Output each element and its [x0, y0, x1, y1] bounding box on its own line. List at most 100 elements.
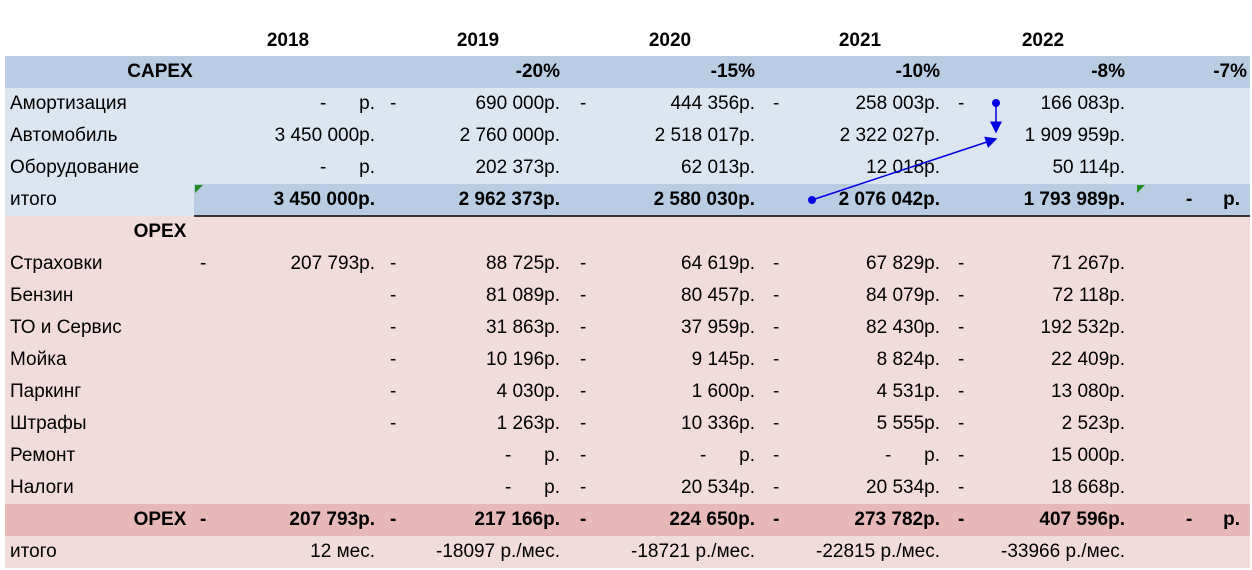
row-label: итого — [10, 541, 57, 562]
cell-value: 4 030р. — [497, 381, 560, 402]
cell-sign: - — [773, 349, 779, 370]
cell-value: 1 600р. — [692, 381, 755, 402]
monthly-row-bg — [5, 536, 1250, 568]
opex-rows-bg — [5, 216, 1250, 504]
capex-header-bg — [5, 56, 1250, 88]
cell-value: 1 909 959р. — [1025, 125, 1125, 146]
cell-sign: - — [580, 381, 586, 402]
year-header: 2019 — [457, 30, 499, 51]
row-label: Страховки — [10, 253, 102, 274]
cell-value: 207 793р. — [290, 253, 375, 274]
cell-value: 4 531р. — [877, 381, 940, 402]
capex-rows-bg — [5, 88, 1250, 184]
row-label: Оборудование — [10, 157, 139, 178]
year-header: 2021 — [839, 30, 882, 51]
row-label: итого — [10, 189, 57, 210]
cell-value: 80 457р. — [681, 285, 755, 306]
row-label: OPEX — [134, 221, 187, 242]
capex-total-bg — [194, 184, 1250, 216]
cell-dash: - — [505, 445, 511, 466]
cell-value: -10% — [896, 61, 940, 82]
cell-sign: - — [958, 381, 964, 402]
cell-sign: - — [958, 509, 964, 530]
cell-value: 15 000р. — [1051, 445, 1125, 466]
cell-dash: - — [885, 445, 891, 466]
cell-value: р. — [1223, 189, 1240, 210]
cell-value: 9 145р. — [692, 349, 755, 370]
cell-value: 166 083р. — [1040, 93, 1125, 114]
cell-sign: - — [580, 253, 586, 274]
row-backgrounds — [5, 56, 1250, 568]
cell-value: 62 013р. — [681, 157, 755, 178]
cell-value: -33966 р./мес. — [1001, 541, 1125, 562]
cell-sign: - — [1186, 509, 1192, 530]
cell-value: 64 619р. — [681, 253, 755, 274]
cell-value: 258 003р. — [855, 93, 940, 114]
cell-value: 81 089р. — [486, 285, 560, 306]
cells: 2018 2019 2020 2021 2022 CAPEX -20% -15% -10% -8%… — [10, 30, 1247, 562]
year-header: 2018 — [267, 30, 309, 51]
cell-sign: - — [773, 509, 779, 530]
row-label: Паркинг — [10, 381, 81, 402]
row-label: Автомобиль — [10, 125, 118, 146]
cell-sign: - — [773, 477, 779, 498]
cell-value: 2 760 000р. — [460, 125, 560, 146]
arrow — [811, 136, 998, 201]
cell-sign: - — [773, 285, 779, 306]
cell-value: 2 523р. — [1062, 413, 1125, 434]
row-label: Амортизация — [10, 93, 127, 114]
trace-arrows — [808, 99, 1002, 204]
cell-value: -18721 р./мес. — [631, 541, 755, 562]
cell-sign: - — [580, 349, 586, 370]
cell-value: 22 409р. — [1051, 349, 1125, 370]
cell-sign: - — [390, 349, 396, 370]
cell-sign: - — [958, 253, 964, 274]
cell-unit: р. — [924, 445, 940, 466]
cell-value: 192 532р. — [1040, 317, 1125, 338]
cell-value: -15% — [711, 61, 755, 82]
cell-sign: - — [390, 381, 396, 402]
cell-dash: - — [320, 157, 326, 178]
cell-value: 82 430р. — [866, 317, 940, 338]
cell-marker — [195, 185, 203, 193]
cell-value: 5 555р. — [877, 413, 940, 434]
cell-unit: р. — [544, 477, 560, 498]
cell-sign: - — [958, 93, 964, 114]
cell-value: 1 263р. — [497, 413, 560, 434]
cell-sign: - — [580, 317, 586, 338]
cell-value: 12 мес. — [310, 541, 375, 562]
cell-value: 2 322 027р. — [840, 125, 940, 146]
cell-value: 67 829р. — [866, 253, 940, 274]
cell-value: 72 118р. — [1052, 285, 1125, 306]
cell-value: 273 782р. — [854, 509, 940, 530]
cell-value: -20% — [516, 61, 560, 82]
cell-value: 50 114р. — [1052, 157, 1125, 178]
cell-value: р. — [1223, 509, 1240, 530]
cell-sign: - — [773, 317, 779, 338]
cell-value: 84 079р. — [866, 285, 940, 306]
cell-sign: - — [773, 413, 779, 434]
row-label: CAPEX — [127, 61, 193, 82]
cell-value: 407 596р. — [1039, 509, 1125, 530]
cell-value: 8 824р. — [877, 349, 940, 370]
cell-sign: - — [390, 317, 396, 338]
row-label: Штрафы — [10, 413, 87, 434]
cell-value: 10 336р. — [681, 413, 755, 434]
cell-sign: - — [958, 477, 964, 498]
row-label: Налоги — [10, 477, 74, 498]
cell-sign: - — [1186, 189, 1192, 210]
cell-value: 31 863р. — [486, 317, 560, 338]
cell-sign: - — [958, 445, 964, 466]
cell-value: 20 534р. — [681, 477, 755, 498]
cell-sign: - — [958, 413, 964, 434]
cell-dash: - — [320, 93, 326, 114]
cell-sign: - — [580, 477, 586, 498]
cell-sign: - — [580, 413, 586, 434]
cell-sign: - — [580, 445, 586, 466]
cell-unit: р. — [359, 93, 375, 114]
cell-unit: р. — [739, 445, 755, 466]
cell-sign: - — [200, 509, 206, 530]
cell-sign: - — [958, 285, 964, 306]
cell-marker — [1137, 185, 1145, 193]
